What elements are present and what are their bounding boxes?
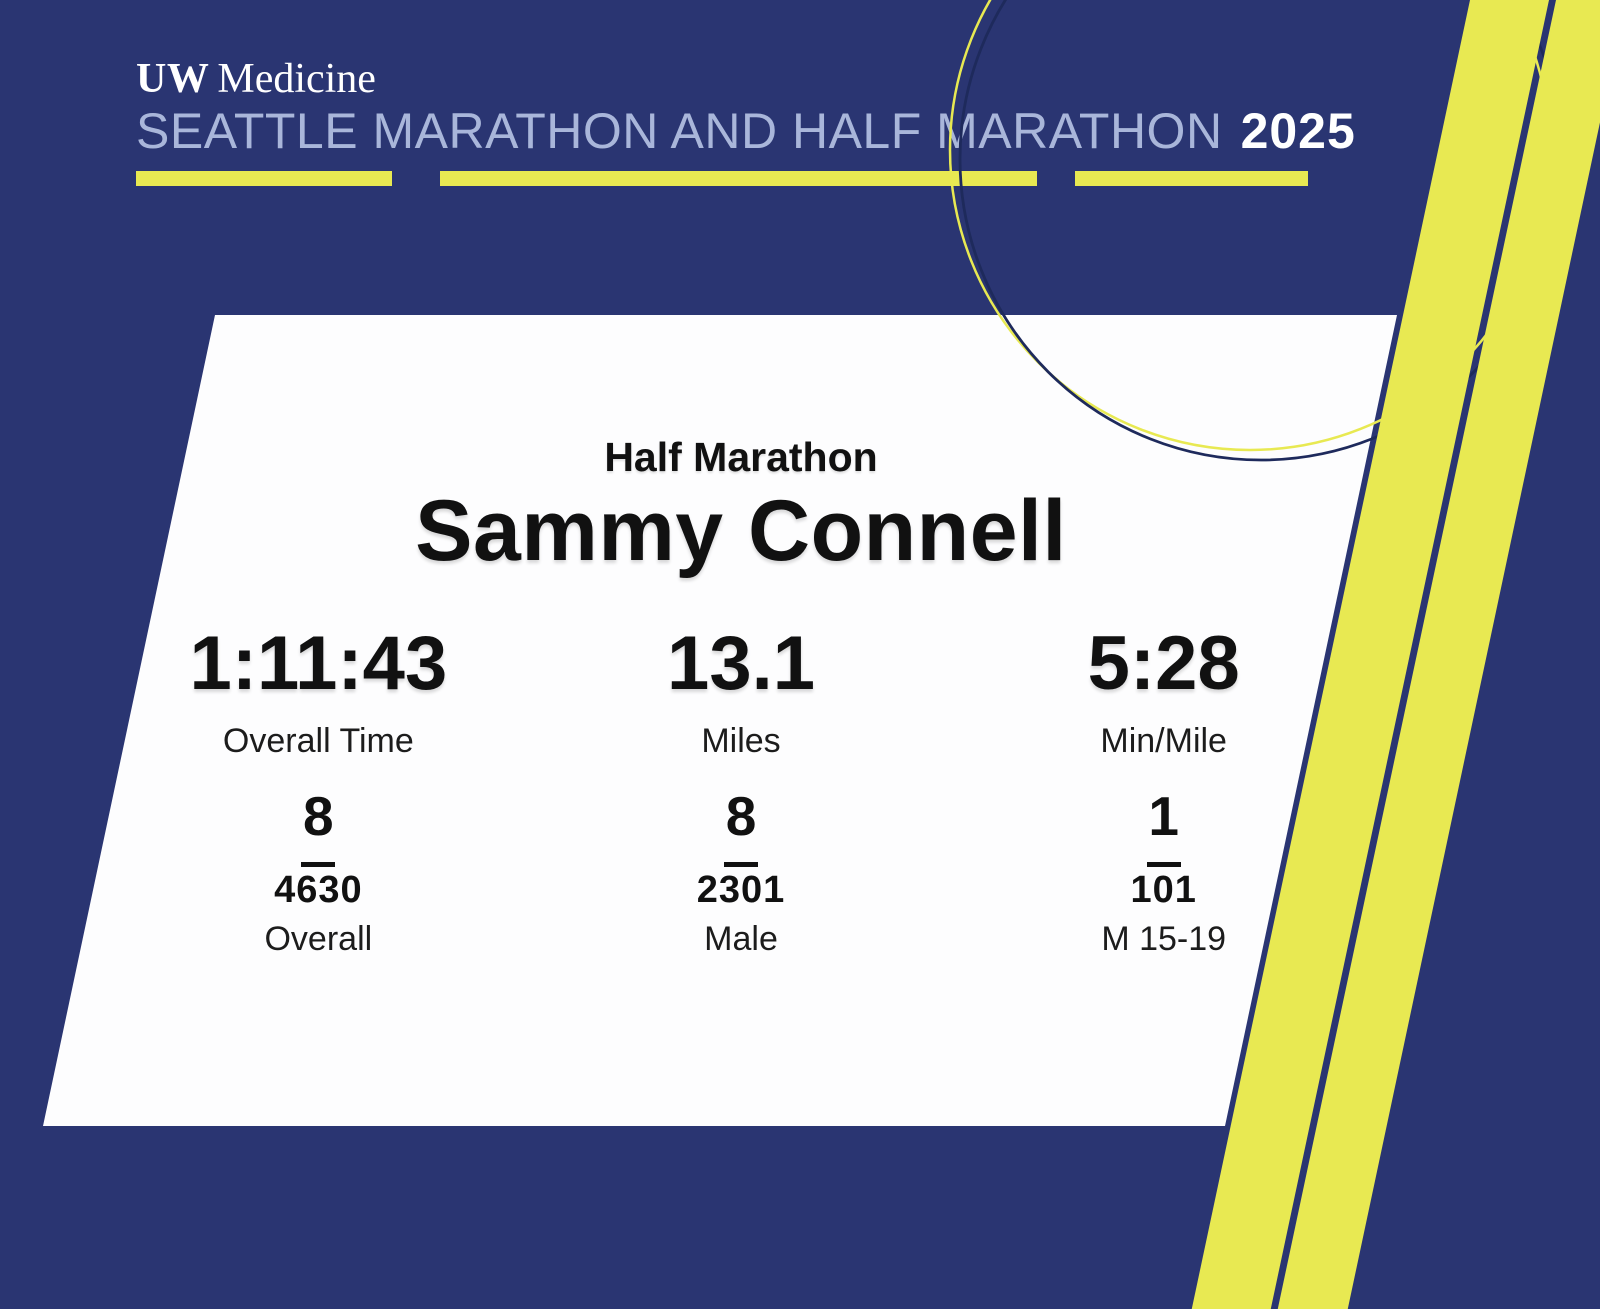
stat-overall-time: 1:11:43 Overall Time — [107, 621, 530, 760]
title-underline-segment-3 — [1075, 171, 1308, 186]
stat-pace: 5:28 Min/Mile — [952, 621, 1375, 760]
ranking-overall-division: Overall — [264, 920, 373, 958]
event-title: SEATTLE MARATHON AND HALF MARATHON — [136, 103, 1223, 159]
title-underline-segment-1 — [136, 171, 392, 186]
ranking-gender-division: Male — [704, 920, 778, 958]
ranking-overall-fraction-bar — [301, 862, 336, 867]
ranking-gender-fraction-bar — [724, 862, 758, 867]
runner-name: Sammy Connell — [415, 483, 1067, 579]
ranking-age-group-place: 1 — [1148, 785, 1179, 847]
event-title-line: SEATTLE MARATHON AND HALF MARATHON 2025 — [136, 104, 1356, 159]
ranking-age-group-division: M 15-19 — [1101, 920, 1227, 958]
stat-value-overall-time: 1:11:43 — [189, 621, 448, 706]
stat-label-overall-time: Overall Time — [222, 722, 414, 760]
stats-row: 1:11:43 Overall Time 13.1 Miles 5:28 Min… — [107, 621, 1375, 760]
event-year: 2025 — [1240, 103, 1356, 159]
title-underline-segment-2 — [440, 171, 1037, 186]
uw-medicine-logo-uw: UW — [136, 56, 210, 102]
stat-value-miles: 13.1 — [667, 621, 815, 706]
ranking-gender-place: 8 — [725, 785, 757, 847]
ranking-age-group-fraction-bar — [1146, 862, 1181, 867]
uw-medicine-logo-medicine: Medicine — [217, 56, 376, 102]
stat-value-pace: 5:28 — [1087, 621, 1240, 706]
stat-label-miles: Miles — [701, 722, 781, 760]
stat-miles: 13.1 Miles — [530, 621, 953, 760]
race-name: Half Marathon — [604, 434, 878, 480]
ranking-gender-total: 2301 — [696, 869, 786, 911]
stat-label-pace: Min/Mile — [1100, 722, 1227, 760]
uw-medicine-logo: UW Medicine — [136, 56, 376, 102]
rankings-row: 8 4630 Overall 8 2301 Male 1 101 M 15-19 — [107, 785, 1375, 958]
ranking-overall-total: 4630 — [274, 869, 363, 911]
ranking-age-group-total: 101 — [1130, 869, 1197, 911]
ranking-age-group: 1 101 M 15-19 — [952, 785, 1375, 958]
ranking-overall-place: 8 — [303, 785, 334, 847]
ranking-gender: 8 2301 Male — [530, 785, 953, 958]
ranking-overall: 8 4630 Overall — [107, 785, 530, 958]
